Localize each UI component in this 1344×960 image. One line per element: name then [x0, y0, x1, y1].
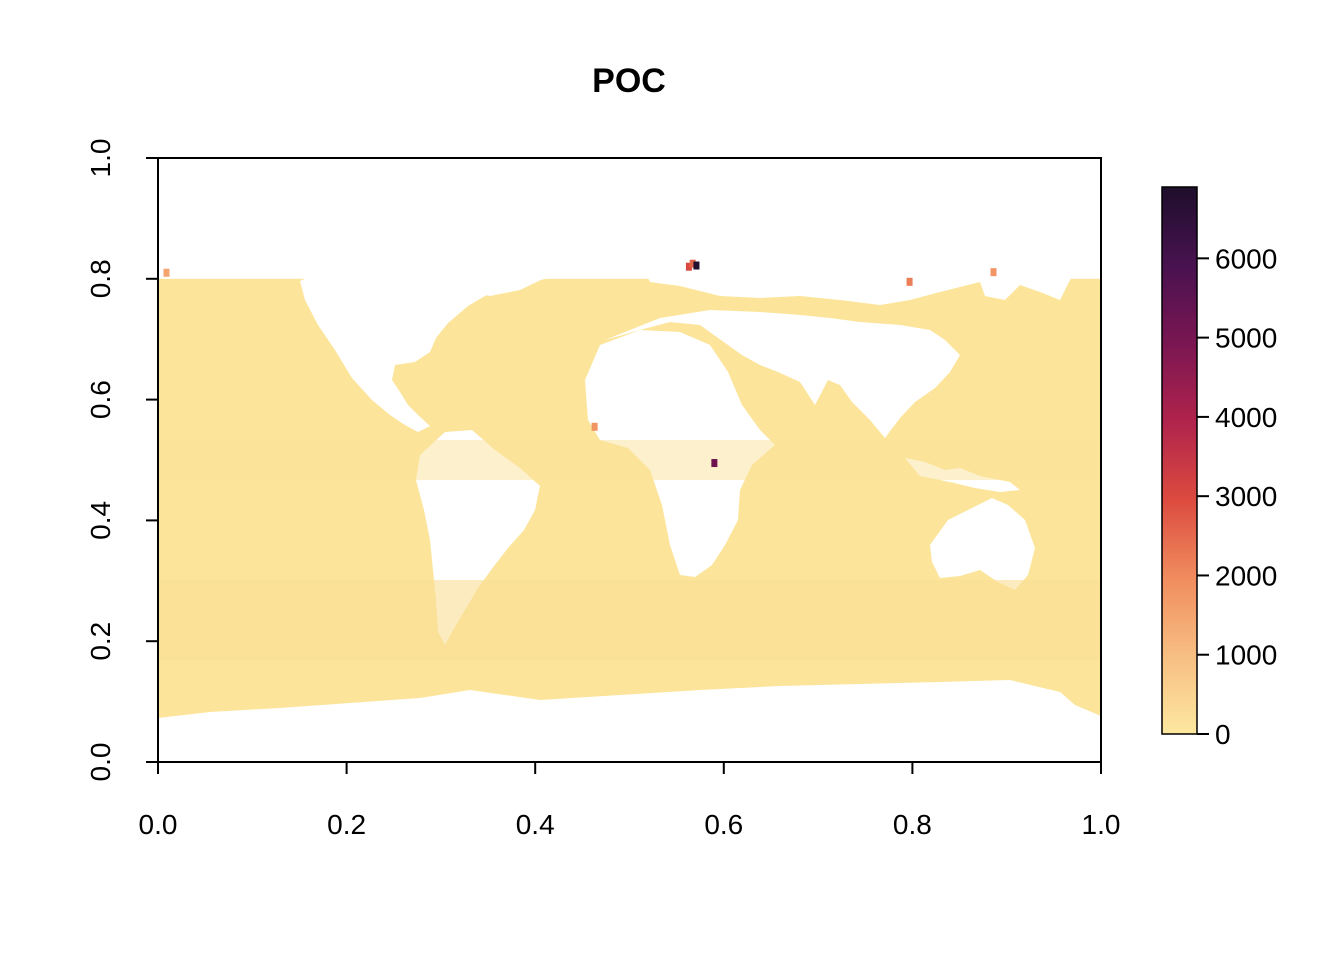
x-tick-label: 0.6	[704, 809, 743, 840]
hotspot-cell	[163, 268, 170, 277]
chart-title: POC	[592, 62, 666, 100]
hotspot-cell	[990, 268, 997, 277]
y-tick-label: 0.0	[85, 743, 116, 782]
y-tick-label: 0.2	[85, 622, 116, 661]
hotspot-cell	[711, 459, 718, 468]
y-axis-ticks: 0.0 0.2 0.4 0.6 0.8 1.0	[85, 139, 158, 782]
hotspot-layer	[163, 259, 997, 468]
colorbar-tick-label: 1000	[1215, 640, 1277, 671]
hotspot-cell	[693, 261, 700, 270]
x-tick-label: 0.4	[516, 809, 555, 840]
colorbar: 0 1000 2000 3000 4000 5000 6000	[1161, 186, 1277, 750]
australia-land	[930, 498, 1035, 590]
ocean-band	[158, 440, 1101, 480]
greenland-land	[420, 256, 560, 296]
y-tick-label: 1.0	[85, 139, 116, 178]
hotspot-cell	[591, 422, 598, 431]
y-tick-label: 0.4	[85, 501, 116, 540]
colorbar-tick-label: 6000	[1215, 243, 1277, 274]
antarctica-land	[158, 680, 1101, 724]
colorbar-tick-label: 5000	[1215, 323, 1277, 354]
map-raster	[158, 250, 1101, 724]
colorbar-tick-label: 0	[1215, 719, 1231, 750]
x-tick-label: 0.2	[327, 809, 366, 840]
hotspot-cell	[689, 259, 696, 268]
x-axis-ticks: 0.0 0.2 0.4 0.6 0.8 1.0	[139, 762, 1121, 840]
colorbar-ticks: 0 1000 2000 3000 4000 5000 6000	[1197, 243, 1277, 750]
colorbar-tick-label: 2000	[1215, 560, 1277, 591]
ocean-band	[158, 580, 1101, 660]
colorbar-gradient	[1161, 186, 1198, 735]
x-tick-label: 0.0	[139, 809, 178, 840]
x-tick-label: 1.0	[1082, 809, 1121, 840]
colorbar-tick-label: 3000	[1215, 481, 1277, 512]
y-tick-label: 0.8	[85, 259, 116, 298]
hotspot-cell	[906, 277, 913, 286]
hotspot-cell	[685, 262, 692, 271]
x-tick-label: 0.8	[893, 809, 932, 840]
eurasia-land	[605, 256, 1075, 438]
north-america-land	[300, 250, 690, 432]
colorbar-tick-label: 4000	[1215, 402, 1277, 433]
y-tick-label: 0.6	[85, 380, 116, 419]
